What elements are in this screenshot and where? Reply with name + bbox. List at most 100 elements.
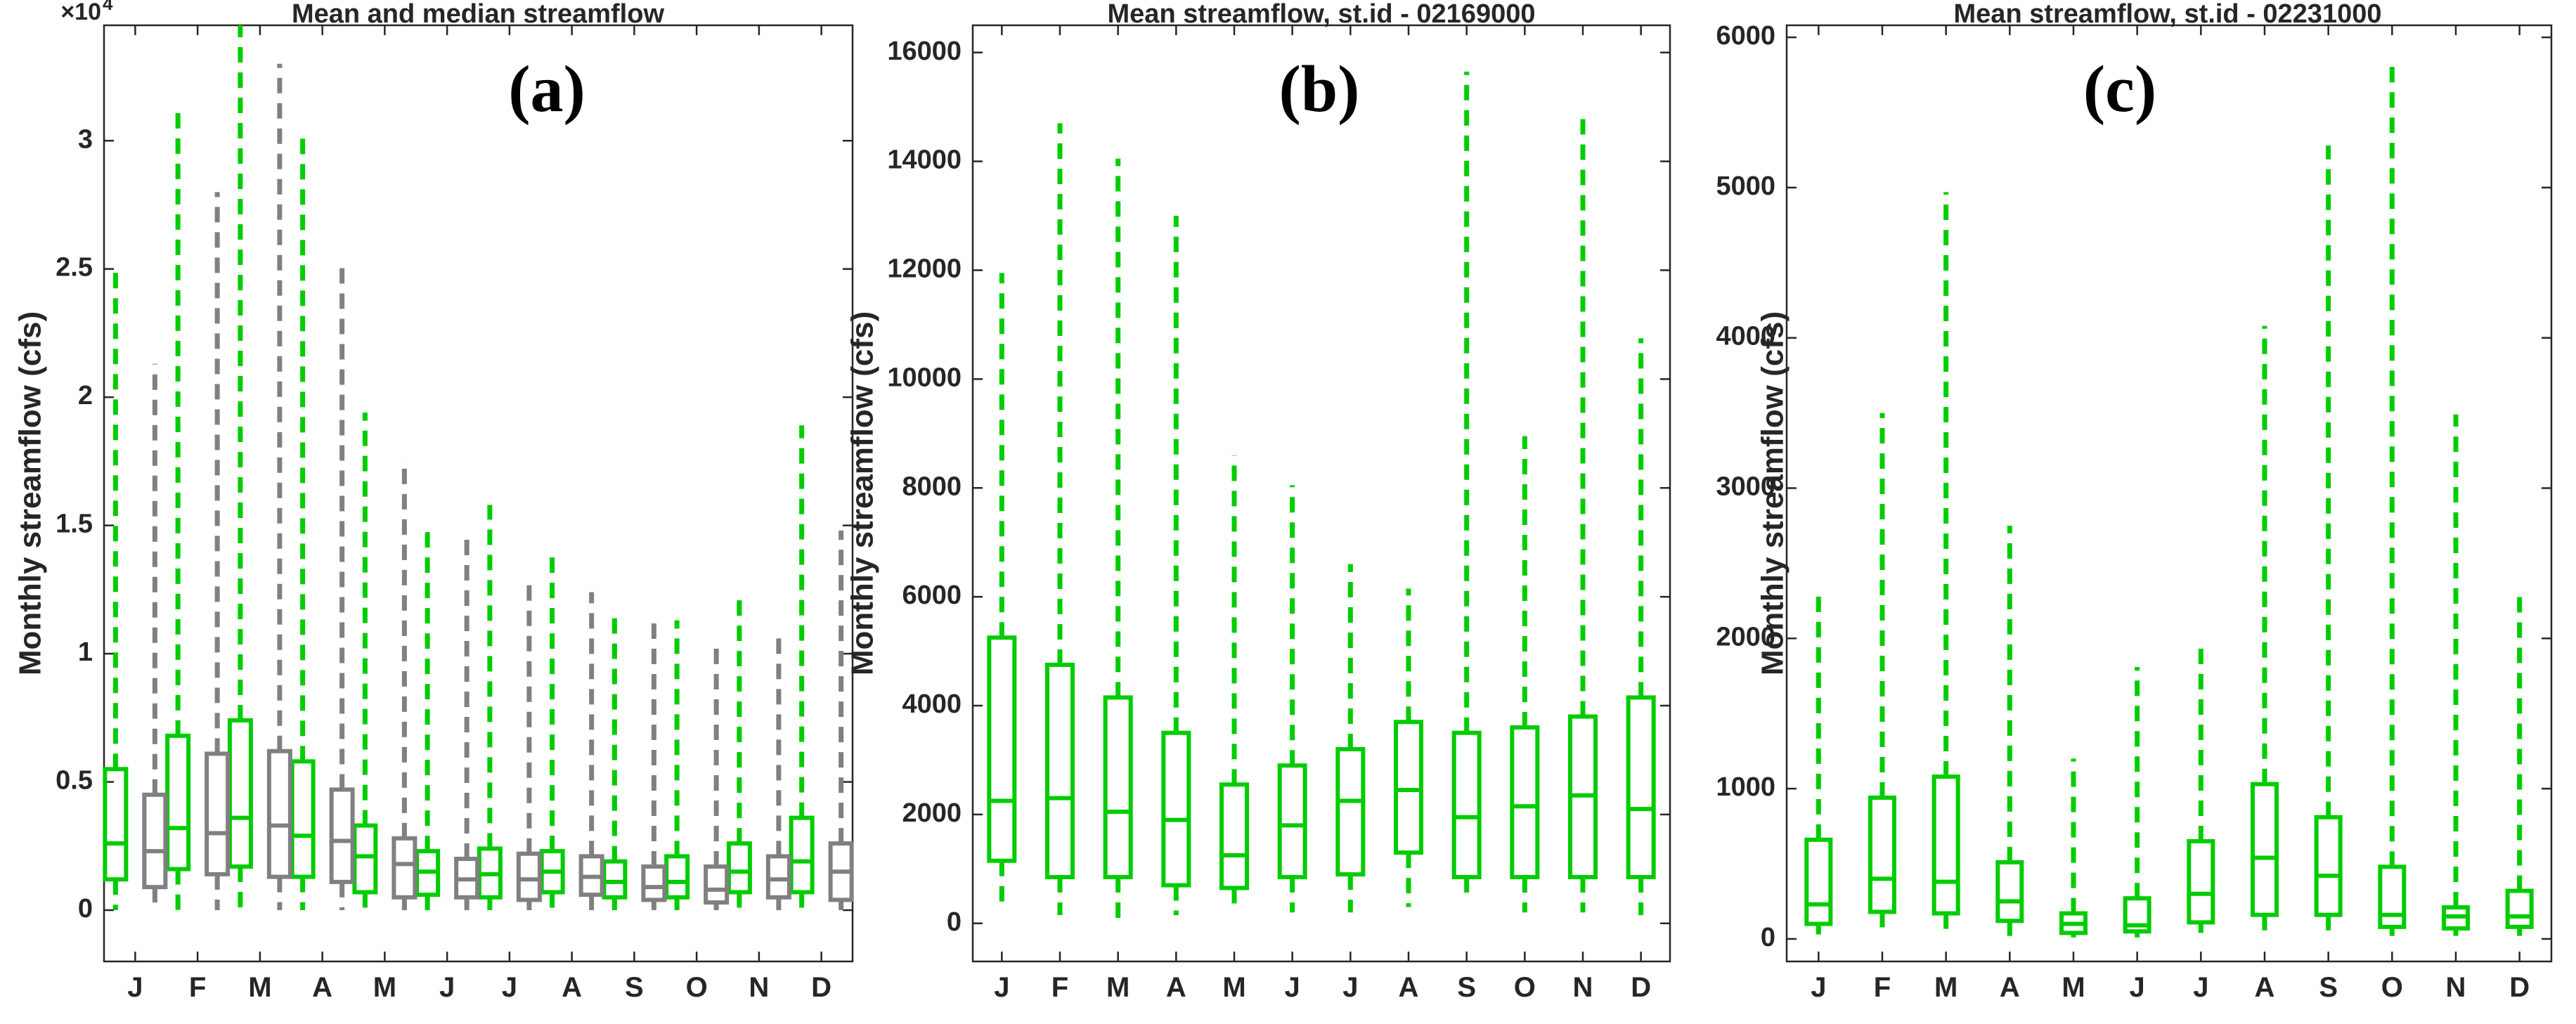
box-body	[704, 864, 730, 905]
x-tick-label: A	[1166, 972, 1186, 1003]
y-tick-label: 4000	[1716, 322, 1775, 351]
chart-title: Mean streamflow, st.id - 02231000	[1954, 0, 2382, 29]
x-tick-label: J	[1342, 972, 1358, 1003]
axes-frame	[1785, 24, 2553, 963]
y-axis-label: Monthly streamflow (cfs)	[846, 311, 880, 675]
box-mean	[1335, 564, 1366, 913]
y-tick-label: 3	[78, 124, 93, 154]
box-mean	[2505, 596, 2534, 936]
exponent-base: ×10	[60, 0, 101, 25]
box-body	[726, 841, 752, 895]
box-body	[103, 767, 129, 882]
box-body	[1394, 720, 1423, 855]
panel-b: Mean streamflow, st.id - 02169000 (b) Mont…	[846, 0, 1671, 1003]
x-tick-label: N	[749, 972, 769, 1003]
x-tick-label: M	[373, 972, 396, 1003]
x-tick-label: A	[2000, 972, 2020, 1003]
panel-c: Mean streamflow, st.id - 02231000 (c) Mont…	[1716, 0, 2553, 1003]
y-tick-label: 14000	[887, 145, 962, 175]
y-tick-label: 12000	[887, 254, 962, 284]
box-body	[765, 854, 791, 900]
y-tick-label: 6000	[1716, 21, 1775, 51]
box-median	[391, 458, 418, 911]
box-body	[1626, 695, 1656, 879]
y-tick-label: 0	[78, 894, 93, 923]
box-mean	[227, 25, 253, 911]
box-mean	[1161, 216, 1191, 916]
box-median	[142, 363, 168, 911]
box-body	[352, 823, 378, 895]
chart-title: Mean and median streamflow	[292, 0, 664, 29]
box-body	[641, 864, 667, 902]
panel-a: Mean and median streamflow (a) Monthly str…	[13, 0, 854, 1003]
box-body	[2378, 864, 2407, 929]
box-mean	[2314, 145, 2343, 935]
box-mean	[987, 273, 1017, 907]
box-median	[578, 592, 604, 911]
axes-frame	[103, 24, 854, 963]
y-tick-label: 16000	[887, 37, 962, 66]
box-mean	[539, 553, 565, 911]
x-tick-label: D	[811, 972, 831, 1003]
x-tick-label: M	[2062, 972, 2085, 1003]
box-body	[1277, 763, 1307, 879]
x-tick-label: N	[2446, 972, 2466, 1003]
x-tick-label: A	[562, 972, 582, 1003]
box-body	[1510, 725, 1540, 879]
box-body	[205, 751, 231, 876]
box-body	[1804, 837, 1833, 926]
box-body	[290, 759, 316, 879]
box-median	[266, 63, 292, 911]
y-tick-label: 2.5	[56, 253, 93, 283]
box-body	[516, 851, 542, 902]
x-tick-label: D	[2509, 972, 2530, 1003]
y-tick-label: 8000	[902, 472, 962, 501]
x-tick-label: J	[439, 972, 455, 1003]
box-mean	[602, 617, 628, 911]
panel-letter: (b)	[1279, 53, 1360, 126]
box-median	[329, 261, 355, 911]
box-body	[391, 836, 418, 900]
x-tick-label: J	[2130, 972, 2145, 1003]
box-median	[454, 538, 480, 911]
box-mean	[726, 595, 752, 911]
chart-title: Mean streamflow, st.id - 02169000	[1108, 0, 1536, 29]
box-mean	[103, 264, 129, 911]
y-tick-label: 10000	[887, 363, 962, 392]
box-mean	[352, 413, 378, 911]
box-mean	[1510, 436, 1540, 913]
box-body	[1161, 730, 1191, 888]
y-axis-label: Monthly streamflow (cfs)	[13, 311, 48, 675]
box-median	[765, 633, 791, 911]
box-mean	[1277, 485, 1307, 913]
box-body	[1931, 775, 1960, 916]
box-body	[1995, 860, 2024, 923]
panel-letter: (a)	[508, 53, 585, 126]
y-tick-label: 5000	[1716, 171, 1775, 201]
box-mean	[1451, 71, 1482, 897]
box-mean	[1219, 455, 1249, 913]
x-tick-label: O	[1514, 972, 1536, 1003]
box-body	[2505, 888, 2534, 929]
x-tick-label: J	[2193, 972, 2208, 1003]
box-mean	[290, 133, 316, 911]
x-tick-label: D	[1631, 972, 1651, 1003]
box-body	[1335, 746, 1366, 877]
x-tick-label: O	[686, 972, 708, 1003]
box-body	[142, 792, 168, 890]
y-tick-label: 4000	[902, 689, 962, 719]
box-mean	[1868, 413, 1896, 935]
x-tick-label: M	[1934, 972, 1957, 1003]
box-mean	[2059, 758, 2088, 938]
box-median	[516, 581, 542, 911]
x-tick-label: J	[502, 972, 517, 1003]
y-tick-label: 1000	[1716, 772, 1775, 802]
box-body	[1451, 730, 1482, 879]
box-body	[2187, 838, 2215, 925]
x-tick-label: O	[2381, 972, 2403, 1003]
x-tick-label: F	[1051, 972, 1068, 1003]
y-tick-label: 6000	[902, 581, 962, 610]
box-mean	[477, 505, 503, 911]
box-mean	[1045, 123, 1075, 916]
